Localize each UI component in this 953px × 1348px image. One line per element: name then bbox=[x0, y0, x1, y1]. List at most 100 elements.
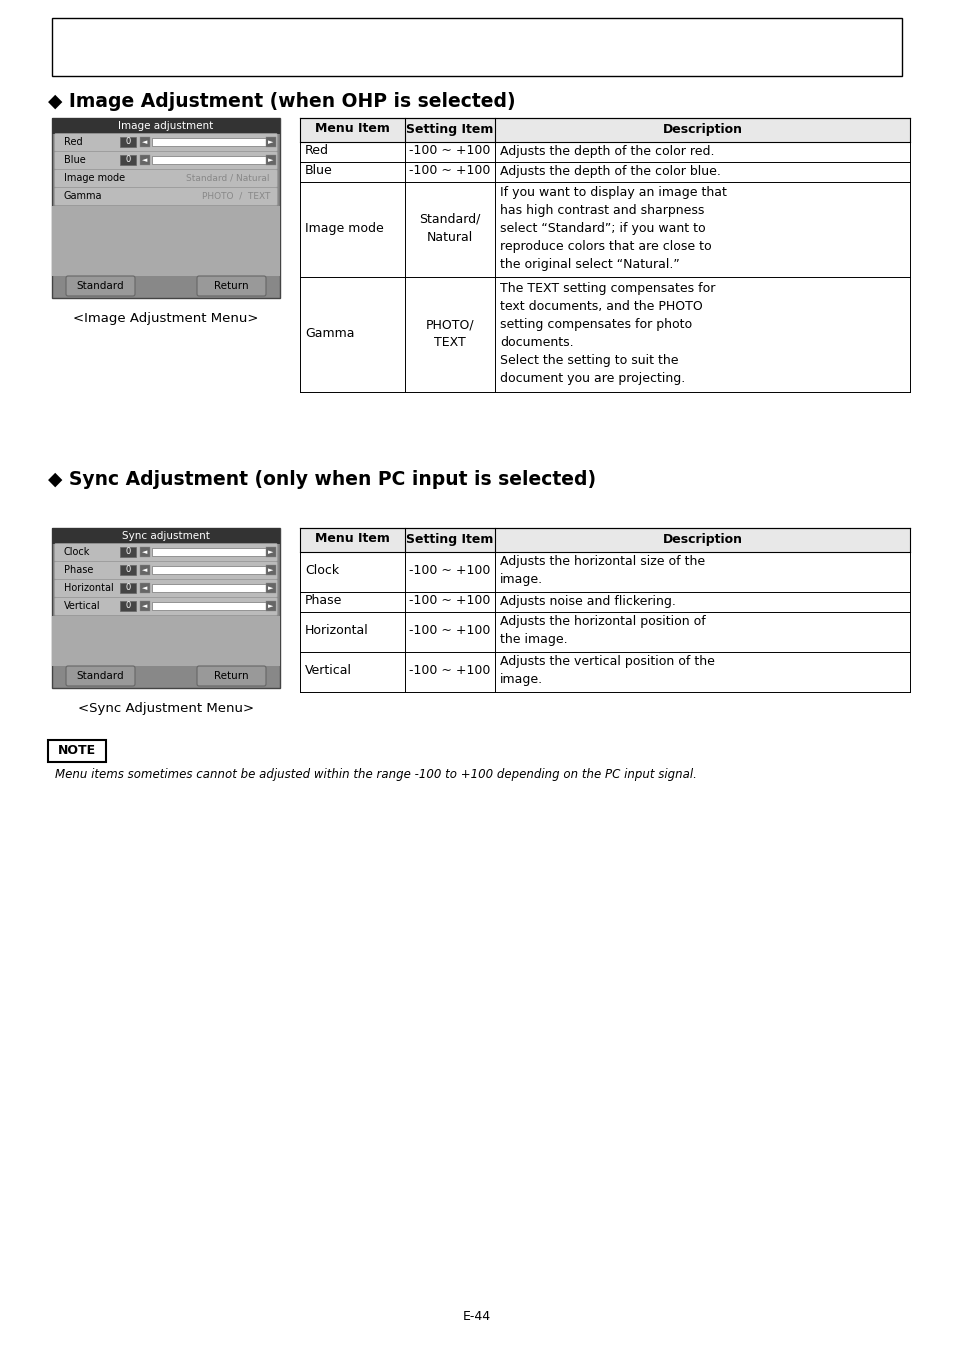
Text: Description: Description bbox=[661, 532, 741, 546]
Text: Image mode: Image mode bbox=[305, 222, 383, 235]
Bar bbox=[120, 601, 136, 611]
Bar bbox=[120, 155, 136, 164]
Bar bbox=[120, 137, 136, 147]
Text: ►: ► bbox=[268, 139, 274, 146]
Text: <Sync Adjustment Menu>: <Sync Adjustment Menu> bbox=[78, 702, 253, 714]
FancyBboxPatch shape bbox=[54, 151, 277, 170]
Text: Blue: Blue bbox=[305, 164, 333, 178]
Text: Vertical: Vertical bbox=[64, 601, 100, 611]
Bar bbox=[140, 601, 150, 611]
FancyBboxPatch shape bbox=[54, 170, 277, 187]
Text: Gamma: Gamma bbox=[305, 328, 355, 340]
Bar bbox=[140, 582, 150, 593]
Bar bbox=[152, 566, 268, 574]
Text: Clock: Clock bbox=[305, 565, 338, 577]
Text: 0: 0 bbox=[125, 566, 131, 574]
Text: Setting Item: Setting Item bbox=[406, 123, 493, 136]
Text: Standard / Natural: Standard / Natural bbox=[186, 174, 270, 182]
Text: -100 ~ +100: -100 ~ +100 bbox=[409, 665, 490, 678]
Text: Menu Item: Menu Item bbox=[314, 123, 390, 136]
Bar bbox=[48, 740, 106, 762]
Bar bbox=[299, 119, 909, 142]
Bar bbox=[299, 142, 909, 162]
Bar bbox=[52, 18, 901, 75]
Bar bbox=[120, 582, 136, 593]
Text: ◄: ◄ bbox=[142, 139, 148, 146]
Text: Return: Return bbox=[214, 280, 249, 291]
Text: PHOTO/
TEXT: PHOTO/ TEXT bbox=[425, 318, 474, 349]
Text: Adjusts noise and flickering.: Adjusts noise and flickering. bbox=[499, 594, 675, 608]
Text: ◄: ◄ bbox=[142, 585, 148, 590]
Text: ►: ► bbox=[268, 603, 274, 609]
Text: ◆ Image Adjustment (when OHP is selected): ◆ Image Adjustment (when OHP is selected… bbox=[48, 92, 515, 111]
Text: Red: Red bbox=[64, 137, 83, 147]
Text: ◄: ◄ bbox=[142, 549, 148, 555]
Bar bbox=[299, 592, 909, 612]
Bar bbox=[140, 137, 150, 147]
Text: Horizontal: Horizontal bbox=[64, 582, 113, 593]
Bar bbox=[152, 584, 268, 592]
Bar bbox=[266, 601, 275, 611]
Text: 0: 0 bbox=[125, 601, 131, 611]
Text: Adjusts the horizontal size of the
image.: Adjusts the horizontal size of the image… bbox=[499, 555, 704, 586]
Bar bbox=[299, 528, 909, 551]
Bar bbox=[140, 547, 150, 557]
Bar bbox=[120, 565, 136, 576]
Text: Standard/
Natural: Standard/ Natural bbox=[419, 213, 480, 244]
FancyBboxPatch shape bbox=[54, 562, 277, 580]
FancyBboxPatch shape bbox=[54, 187, 277, 205]
FancyBboxPatch shape bbox=[54, 543, 277, 562]
Bar bbox=[299, 276, 909, 392]
Text: Adjusts the depth of the color blue.: Adjusts the depth of the color blue. bbox=[499, 164, 720, 178]
FancyBboxPatch shape bbox=[54, 133, 277, 151]
Text: ►: ► bbox=[268, 585, 274, 590]
Bar bbox=[152, 603, 268, 611]
Bar bbox=[52, 616, 280, 666]
Bar bbox=[266, 547, 275, 557]
Bar bbox=[299, 612, 909, 652]
Bar bbox=[299, 652, 909, 692]
Text: Adjusts the depth of the color red.: Adjusts the depth of the color red. bbox=[499, 144, 714, 158]
Text: PHOTO  /  TEXT: PHOTO / TEXT bbox=[201, 191, 270, 201]
Text: Description: Description bbox=[661, 123, 741, 136]
Text: Phase: Phase bbox=[64, 565, 93, 576]
Text: ◆ Sync Adjustment (only when PC input is selected): ◆ Sync Adjustment (only when PC input is… bbox=[48, 470, 596, 489]
Text: ◄: ◄ bbox=[142, 156, 148, 163]
Text: -100 ~ +100: -100 ~ +100 bbox=[409, 624, 490, 638]
Text: ►: ► bbox=[268, 549, 274, 555]
Text: -100 ~ +100: -100 ~ +100 bbox=[409, 565, 490, 577]
Text: -100 ~ +100: -100 ~ +100 bbox=[409, 164, 490, 178]
Text: 0: 0 bbox=[125, 547, 131, 557]
Text: Horizontal: Horizontal bbox=[305, 624, 369, 638]
FancyBboxPatch shape bbox=[66, 666, 135, 686]
Text: The TEXT setting compensates for
text documents, and the PHOTO
setting compensat: The TEXT setting compensates for text do… bbox=[499, 282, 715, 386]
Bar bbox=[299, 182, 909, 276]
Text: ◄: ◄ bbox=[142, 568, 148, 573]
Bar bbox=[266, 582, 275, 593]
Bar bbox=[266, 565, 275, 576]
Bar bbox=[52, 206, 280, 276]
Bar bbox=[152, 156, 268, 164]
Text: Image mode: Image mode bbox=[64, 173, 125, 183]
Bar bbox=[266, 137, 275, 147]
FancyBboxPatch shape bbox=[54, 597, 277, 616]
Text: Standard: Standard bbox=[76, 671, 124, 681]
Text: Return: Return bbox=[214, 671, 249, 681]
Text: Adjusts the horizontal position of
the image.: Adjusts the horizontal position of the i… bbox=[499, 616, 705, 647]
FancyBboxPatch shape bbox=[66, 276, 135, 297]
Text: 0: 0 bbox=[125, 584, 131, 593]
Bar bbox=[299, 162, 909, 182]
Text: Gamma: Gamma bbox=[64, 191, 102, 201]
Text: -100 ~ +100: -100 ~ +100 bbox=[409, 594, 490, 608]
Bar bbox=[52, 119, 280, 298]
Text: Clock: Clock bbox=[64, 547, 91, 557]
Bar bbox=[52, 119, 280, 133]
Bar bbox=[52, 528, 280, 545]
Text: <Image Adjustment Menu>: <Image Adjustment Menu> bbox=[73, 311, 258, 325]
Text: ◄: ◄ bbox=[142, 603, 148, 609]
Text: Blue: Blue bbox=[64, 155, 86, 164]
Text: Vertical: Vertical bbox=[305, 665, 352, 678]
Text: Image adjustment: Image adjustment bbox=[118, 121, 213, 131]
Text: Menu items sometimes cannot be adjusted within the range -100 to +100 depending : Menu items sometimes cannot be adjusted … bbox=[55, 768, 696, 780]
Bar bbox=[266, 155, 275, 164]
